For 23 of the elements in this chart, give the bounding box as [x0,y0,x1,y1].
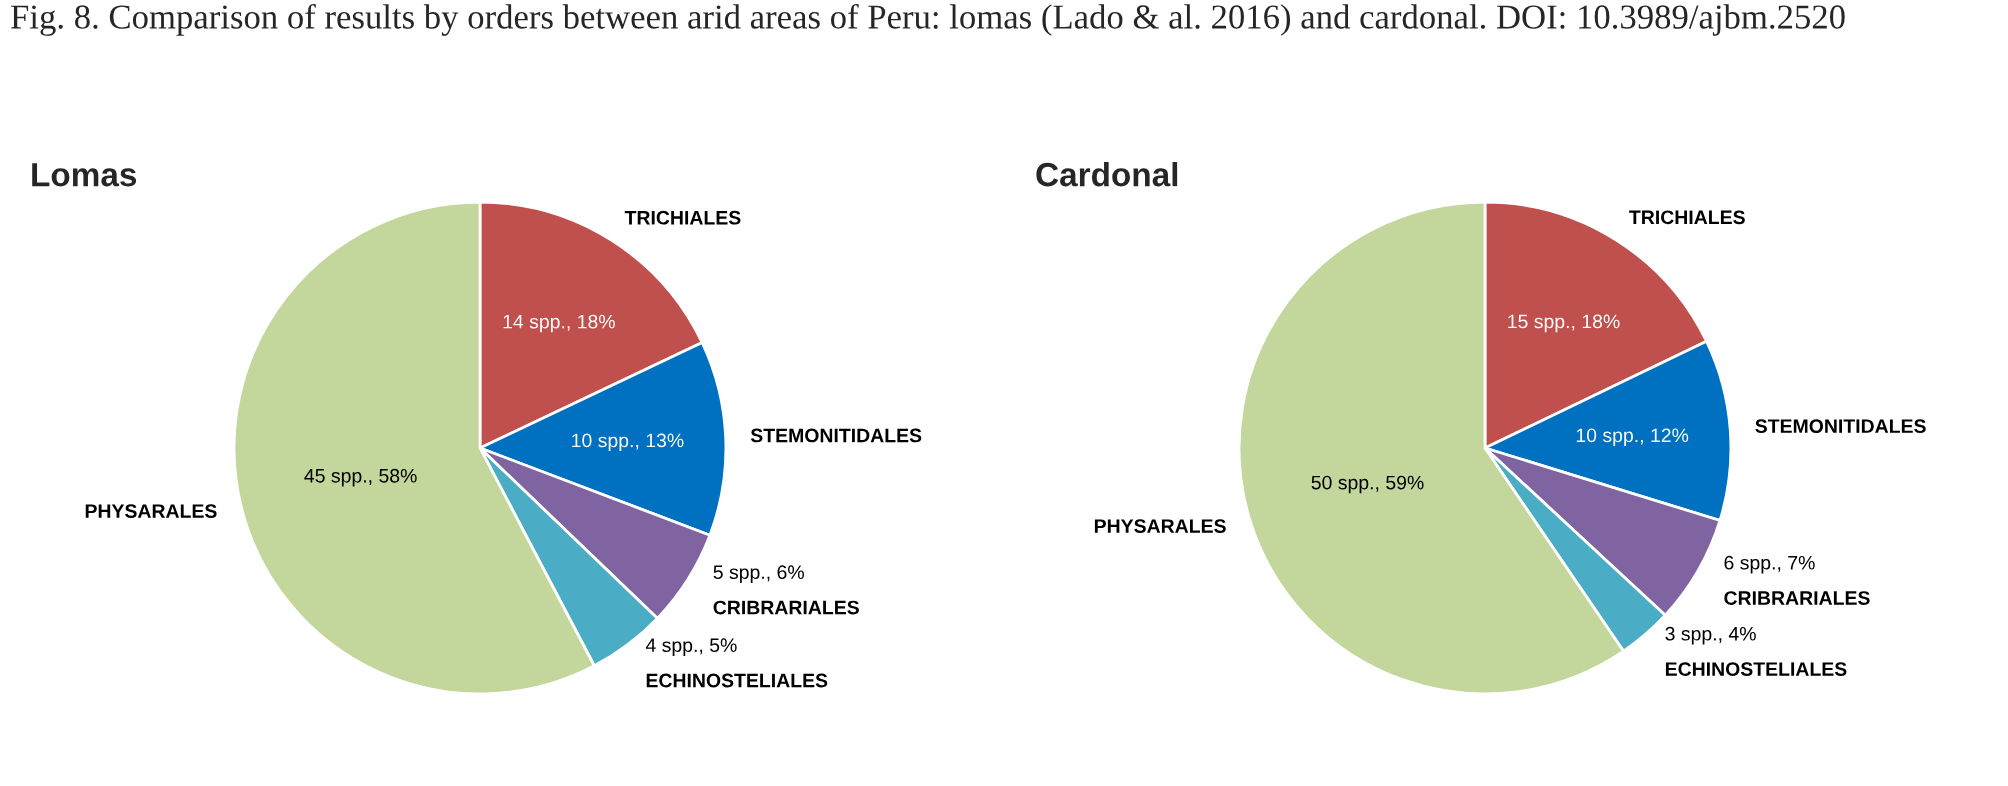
slice-label: CRIBRARIALES [1724,591,1870,605]
slice-label: STEMONITIDALES [1755,419,1926,434]
slice-label: PHYSARALES [1094,519,1226,533]
data-label: 14 spp., 18% [503,314,615,333]
data-label: 10 spp., 12% [1576,428,1689,447]
caption: Fig. 8. Comparison of results by orders between arid areas of Peru: lomas (Lado & al. 2016) and cardonal. DOI: 10.3989/ajbm.2520 [11,3,1845,36]
data-label: 5 spp., 6% [713,565,804,583]
data-label: 6 spp., 7% [1724,555,1815,574]
slice-label: STEMONITIDALES [750,428,922,443]
chart-title: Lomas [32,163,137,187]
data-label: 4 spp., 5% [645,638,737,656]
slice-label: CRIBRARIALES [713,600,859,615]
slice-label: ECHINOSTELIALES [1665,662,1847,676]
slice-label: TRICHIALES [624,210,741,225]
slice-label: PHYSARALES [85,504,217,518]
data-label: 50 spp., 59% [1311,475,1424,494]
data-label: 15 spp., 18% [1508,314,1620,333]
data-label: 10 spp., 13% [572,433,684,452]
slice-label: ECHINOSTELIALES [646,673,828,688]
data-label: 45 spp., 58% [304,468,417,487]
chart-title: Cardonal [1036,161,1178,187]
data-label: 3 spp., 4% [1665,626,1756,645]
slice-label: TRICHIALES [1629,210,1745,225]
